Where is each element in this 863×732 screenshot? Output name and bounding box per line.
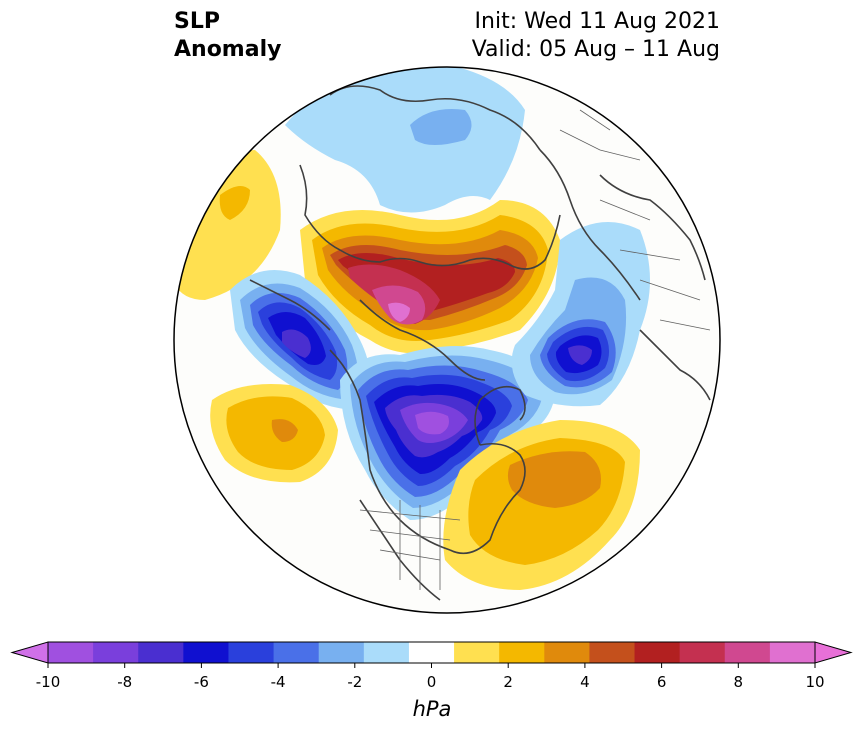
colorbar-tick-label: 0 [427, 673, 437, 691]
colorbar-segment [589, 642, 636, 663]
colorbar-tick-label: 2 [503, 673, 513, 691]
colorbar-segment [228, 642, 275, 663]
colorbar-tick-label: -4 [271, 673, 286, 691]
colorbar-segment [408, 642, 455, 663]
colorbar-tick-label: 4 [580, 673, 590, 691]
colorbar-segment [183, 642, 229, 663]
negative-anomaly-east [511, 222, 650, 407]
title-anomaly: Anomaly [174, 37, 282, 62]
colorbar-tick-label: -6 [194, 673, 209, 691]
colorbar-tick-label: -8 [117, 673, 132, 691]
coastlines [249, 85, 711, 601]
anomaly-field [174, 67, 720, 613]
title-left: SLP Anomaly [174, 8, 281, 64]
colorbar-segment [724, 642, 771, 663]
colorbar-segment [454, 642, 500, 663]
colorbar-segment [634, 642, 681, 663]
positive-anomaly-pacific [210, 384, 338, 483]
positive-anomaly-central [300, 200, 560, 354]
valid-range: Valid: 05 Aug – 11 Aug [471, 37, 720, 62]
colorbar-segment [93, 642, 139, 663]
colorbar-tick-label: 6 [657, 673, 667, 691]
negative-anomaly-top [285, 67, 525, 213]
init-date: Init: Wed 11 Aug 2021 [474, 9, 720, 34]
map-boundary [173, 66, 721, 614]
colorbar-unit: hPa [413, 697, 452, 721]
positive-anomaly-northwest [174, 150, 281, 300]
colorbar-tick-label: -10 [36, 673, 61, 691]
positive-anomaly-atlantic [443, 420, 640, 590]
colorbar-tick-label: 8 [734, 673, 744, 691]
colorbar-tick-label: 10 [805, 673, 824, 691]
colorbar-segment [499, 642, 545, 663]
title-right: Init: Wed 11 Aug 2021 Valid: 05 Aug – 11… [472, 8, 720, 64]
colorbar-extend-high [814, 641, 853, 664]
colorbar-ticks: -10 -8 -6 -4 -2 0 2 4 6 8 10 [36, 663, 825, 691]
colorbar-segment [679, 642, 726, 663]
colorbar-segment [318, 642, 365, 663]
colorbar-segment [138, 642, 184, 663]
colorbar-extend-low [10, 641, 49, 664]
colorbar-tick-label: -2 [347, 673, 362, 691]
colorbar-segments [10, 641, 853, 664]
colorbar-segment [363, 642, 410, 663]
polar-map [173, 66, 721, 614]
negative-anomaly-central [340, 346, 555, 520]
colorbar-segment [544, 642, 590, 663]
colorbar-segment [48, 642, 94, 663]
borders [359, 109, 711, 590]
colorbar-segment [769, 642, 816, 663]
title-slp: SLP [174, 9, 220, 34]
negative-anomaly-west [230, 270, 370, 410]
colorbar-border [47, 641, 816, 664]
colorbar-segment [273, 642, 320, 663]
